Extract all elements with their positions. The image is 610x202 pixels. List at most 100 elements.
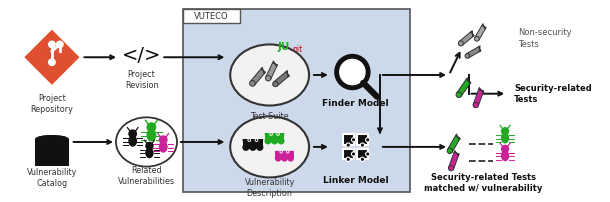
Wedge shape — [243, 139, 264, 149]
Circle shape — [346, 157, 350, 161]
Circle shape — [447, 148, 453, 154]
Circle shape — [361, 157, 365, 161]
Text: Security-related
Tests: Security-related Tests — [514, 84, 592, 104]
Text: nit: nit — [292, 45, 303, 54]
Circle shape — [473, 102, 478, 108]
Polygon shape — [273, 61, 278, 67]
Circle shape — [278, 138, 285, 144]
Text: Vulnerability
Catalog: Vulnerability Catalog — [27, 168, 77, 188]
Circle shape — [256, 139, 257, 141]
Circle shape — [365, 152, 370, 156]
Text: Security-related Tests
matched w/ vulnerability: Security-related Tests matched w/ vulner… — [424, 173, 542, 193]
Text: VUTECO: VUTECO — [194, 12, 229, 21]
Circle shape — [249, 144, 256, 151]
Polygon shape — [475, 25, 486, 40]
Text: Vulnerability
Description: Vulnerability Description — [245, 178, 295, 198]
Circle shape — [265, 76, 271, 81]
Ellipse shape — [35, 135, 69, 143]
Bar — [343, 149, 354, 159]
Circle shape — [287, 155, 294, 162]
Ellipse shape — [501, 150, 509, 161]
Text: JU: JU — [277, 42, 290, 52]
Ellipse shape — [128, 135, 137, 147]
Circle shape — [456, 92, 462, 98]
Polygon shape — [261, 67, 265, 74]
Ellipse shape — [35, 135, 69, 143]
Polygon shape — [482, 24, 486, 29]
Ellipse shape — [116, 117, 177, 167]
Circle shape — [346, 143, 350, 147]
Polygon shape — [448, 152, 459, 169]
Circle shape — [128, 129, 137, 138]
Wedge shape — [275, 151, 294, 160]
Polygon shape — [448, 136, 460, 152]
Circle shape — [281, 155, 288, 162]
Bar — [35, 139, 69, 148]
Text: Project
Revision: Project Revision — [125, 70, 159, 90]
Polygon shape — [479, 87, 484, 93]
Circle shape — [146, 122, 156, 132]
Bar — [357, 135, 368, 145]
Polygon shape — [466, 47, 481, 58]
Circle shape — [337, 56, 368, 88]
Bar — [343, 135, 354, 145]
Circle shape — [365, 138, 370, 142]
Circle shape — [277, 133, 279, 135]
Circle shape — [280, 151, 282, 153]
Circle shape — [248, 138, 251, 142]
Text: Linker Model: Linker Model — [323, 176, 388, 185]
Circle shape — [287, 151, 289, 153]
Text: Test Suite: Test Suite — [250, 112, 289, 121]
Circle shape — [48, 58, 56, 66]
Circle shape — [265, 138, 271, 144]
Circle shape — [351, 152, 356, 156]
Circle shape — [56, 41, 63, 48]
Bar — [275, 151, 294, 158]
Text: Non-security
Tests: Non-security Tests — [518, 28, 572, 49]
Circle shape — [270, 133, 272, 135]
Wedge shape — [265, 133, 284, 143]
Polygon shape — [286, 70, 289, 77]
Circle shape — [159, 135, 168, 144]
Text: Project
Repository: Project Repository — [30, 94, 73, 114]
Bar — [357, 149, 368, 159]
Polygon shape — [478, 46, 481, 52]
Text: Finder Model: Finder Model — [322, 99, 389, 108]
Circle shape — [361, 143, 365, 147]
Circle shape — [286, 150, 289, 154]
Circle shape — [270, 132, 273, 136]
Polygon shape — [459, 32, 474, 45]
Polygon shape — [454, 150, 459, 156]
Circle shape — [249, 81, 255, 86]
Polygon shape — [250, 69, 265, 85]
Text: </>: </> — [122, 46, 161, 65]
Circle shape — [279, 150, 283, 154]
Circle shape — [254, 138, 259, 142]
Circle shape — [48, 41, 56, 48]
Polygon shape — [24, 30, 79, 85]
Polygon shape — [471, 31, 474, 37]
Circle shape — [248, 139, 250, 141]
Circle shape — [465, 54, 470, 58]
Ellipse shape — [35, 153, 69, 161]
Ellipse shape — [501, 133, 509, 143]
Bar — [35, 157, 69, 166]
Bar — [265, 133, 284, 141]
Circle shape — [351, 138, 356, 142]
Ellipse shape — [230, 44, 309, 105]
Circle shape — [256, 144, 264, 151]
Circle shape — [448, 165, 454, 171]
Circle shape — [501, 127, 509, 135]
Bar — [243, 139, 264, 147]
Ellipse shape — [35, 144, 69, 152]
Polygon shape — [456, 134, 460, 140]
Polygon shape — [473, 89, 484, 106]
FancyBboxPatch shape — [183, 9, 409, 192]
Bar — [35, 148, 69, 157]
Circle shape — [242, 144, 249, 151]
Circle shape — [273, 81, 278, 87]
Polygon shape — [466, 78, 471, 84]
FancyBboxPatch shape — [183, 9, 240, 23]
Polygon shape — [274, 72, 289, 86]
Ellipse shape — [159, 141, 168, 153]
